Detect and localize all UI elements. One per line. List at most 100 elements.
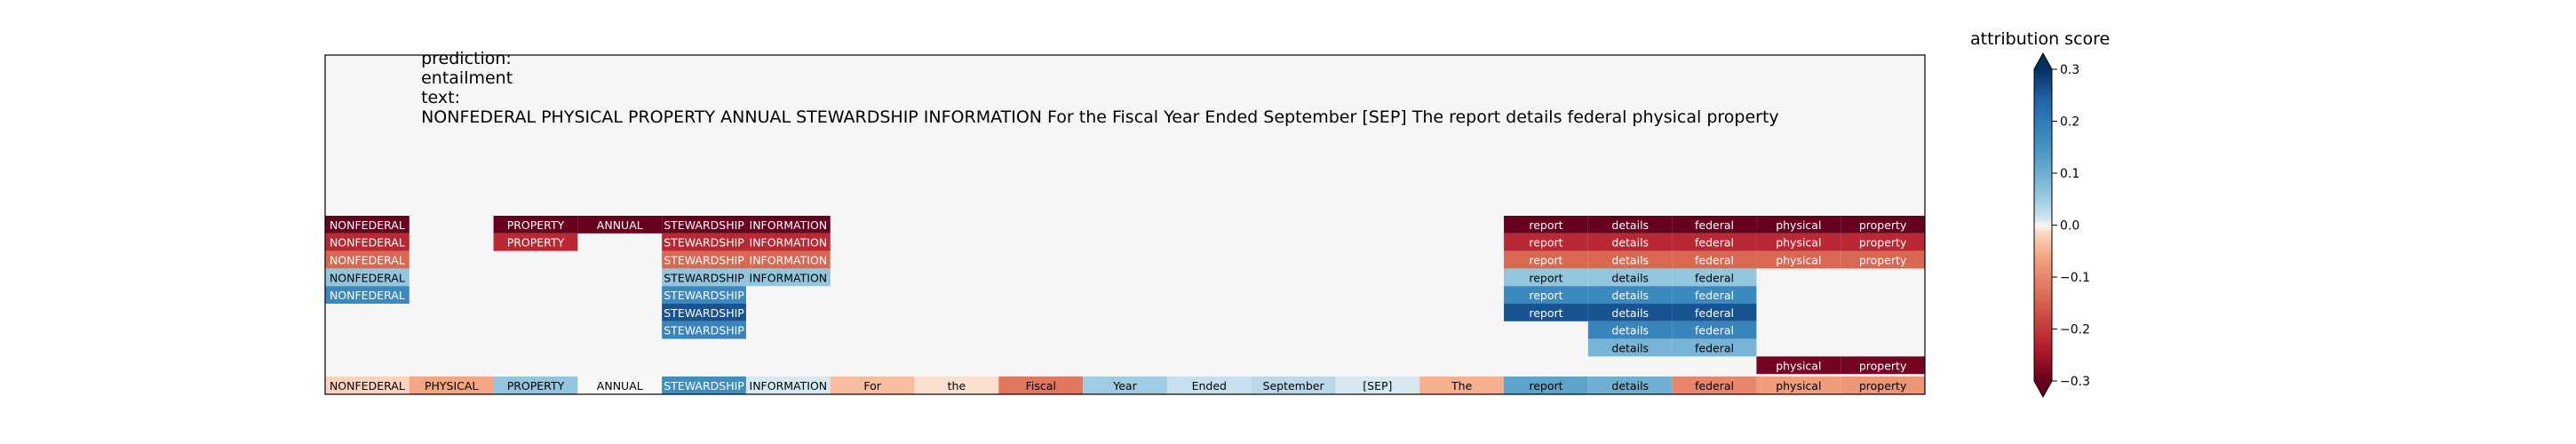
cell-token-label: federal xyxy=(1695,306,1734,320)
cell-token-label: STEWARDSHIP xyxy=(664,236,744,250)
attribution-cell xyxy=(1587,233,1673,251)
cell-token-label: details xyxy=(1611,236,1649,250)
token-score-cell xyxy=(1672,377,1757,394)
cell-token-label: INFORMATION xyxy=(750,218,828,232)
attribution-cell xyxy=(1672,338,1757,357)
cell-token-label: details xyxy=(1611,271,1649,284)
heatmap: NONFEDERAL PROPERTY ANNUAL STEWARDSHIP INFOR… xyxy=(324,54,1926,395)
attribution-cell xyxy=(1504,250,1588,269)
colorbar-lower-extend xyxy=(2034,381,2052,397)
cell-token-label: ANNUAL xyxy=(597,218,643,232)
cell-token-label: property xyxy=(1859,254,1907,267)
cell-token-label: physical xyxy=(1776,236,1821,250)
token-label: report xyxy=(1529,379,1562,392)
cell-token-label: physical xyxy=(1776,359,1821,372)
token-score-cell xyxy=(1756,377,1841,394)
attribution-cell xyxy=(1841,216,1925,234)
plot-frame xyxy=(324,54,1926,395)
attribution-cell xyxy=(1756,356,1841,375)
token-label: [SEP] xyxy=(1363,379,1392,392)
token-score-cell xyxy=(745,377,831,394)
cell-token-label: report xyxy=(1529,236,1562,250)
token-label: PHYSICAL xyxy=(425,379,478,392)
cell-token-label: STEWARDSHIP xyxy=(664,289,744,302)
colorbar-tick-label: −0.3 xyxy=(2060,375,2090,389)
attribution-cell xyxy=(662,268,746,287)
cell-token-label: NONFEDERAL xyxy=(330,289,405,302)
attribution-cell xyxy=(1672,304,1757,321)
attribution-cell xyxy=(325,268,409,287)
token-label: property xyxy=(1859,379,1907,392)
token-score-cell xyxy=(409,377,494,394)
cell-token-label: federal xyxy=(1695,324,1734,337)
attribution-cell xyxy=(745,250,831,269)
token-score-cell xyxy=(1419,377,1505,394)
cell-token-label: federal xyxy=(1695,342,1734,355)
colorbar-upper-extend xyxy=(2034,53,2052,69)
token-label: ANNUAL xyxy=(597,379,643,392)
attribution-cell xyxy=(662,216,746,234)
colorbar-gradient xyxy=(2034,69,2052,381)
token-label: The xyxy=(1451,379,1473,392)
attribution-cell xyxy=(325,286,409,304)
attribution-cell xyxy=(1756,216,1841,234)
cell-token-label: PROPERTY xyxy=(507,218,565,232)
attribution-cell xyxy=(1587,286,1673,304)
cell-token-label: property xyxy=(1859,359,1907,372)
token-score-cell xyxy=(1841,377,1925,394)
attribution-cell xyxy=(1587,250,1673,269)
attribution-cell xyxy=(1756,250,1841,269)
colorbar-tick-label: −0.1 xyxy=(2060,271,2090,285)
cell-token-label: report xyxy=(1529,289,1562,302)
attribution-cell xyxy=(1504,268,1588,287)
token-score-cell xyxy=(577,377,663,394)
attribution-cell xyxy=(1841,250,1925,269)
attribution-cell xyxy=(745,268,831,287)
cell-token-label: NONFEDERAL xyxy=(330,254,405,267)
attribution-cell xyxy=(1841,356,1925,375)
token-score-cell xyxy=(325,377,409,394)
attribution-cell xyxy=(325,233,409,251)
colorbar-title: attribution score xyxy=(1970,29,2111,49)
attribution-cell xyxy=(493,216,578,234)
cell-token-label: details xyxy=(1611,342,1649,355)
cell-token-label: federal xyxy=(1695,254,1734,267)
text-label: text: xyxy=(421,88,460,107)
prediction-value: entailment xyxy=(421,68,513,88)
cell-token-label: INFORMATION xyxy=(750,254,828,267)
colorbar-tick-label: 0.0 xyxy=(2060,219,2079,234)
cell-token-label: federal xyxy=(1695,271,1734,284)
token-label: Ended xyxy=(1192,379,1227,392)
chart-title: prediction: entailment text: NONFEDERAL … xyxy=(410,29,1779,127)
colorbar-tick-label: −0.2 xyxy=(2060,323,2090,337)
cell-token-label: details xyxy=(1611,289,1649,302)
cell-token-label: INFORMATION xyxy=(750,236,828,250)
cell-token-label: STEWARDSHIP xyxy=(664,324,744,337)
cell-token-label: NONFEDERAL xyxy=(330,218,405,232)
cell-token-label: report xyxy=(1529,271,1562,284)
attribution-cell xyxy=(1504,304,1588,321)
cell-token-label: property xyxy=(1859,236,1907,250)
token-label: STEWARDSHIP xyxy=(664,379,744,392)
token-label: the xyxy=(948,379,966,392)
cell-token-label: NONFEDERAL xyxy=(330,271,405,284)
cell-token-label: STEWARDSHIP xyxy=(664,306,744,320)
attribution-cell xyxy=(1756,233,1841,251)
attribution-cell xyxy=(1841,233,1925,251)
token-score-cell xyxy=(914,377,999,394)
token-score-cell xyxy=(1251,377,1336,394)
attribution-cell xyxy=(325,216,409,234)
attribution-cell xyxy=(745,216,831,234)
attribution-cell xyxy=(1672,250,1757,269)
attribution-cell xyxy=(662,250,746,269)
attribution-cell xyxy=(1504,286,1588,304)
attribution-cell xyxy=(662,286,746,304)
attribution-cell xyxy=(1587,268,1673,287)
cell-token-label: details xyxy=(1611,324,1649,337)
cell-token-label: report xyxy=(1529,218,1562,232)
cell-token-label: STEWARDSHIP xyxy=(664,218,744,232)
attribution-cell xyxy=(325,250,409,269)
token-label: INFORMATION xyxy=(750,379,828,392)
token-label: For xyxy=(863,379,881,392)
